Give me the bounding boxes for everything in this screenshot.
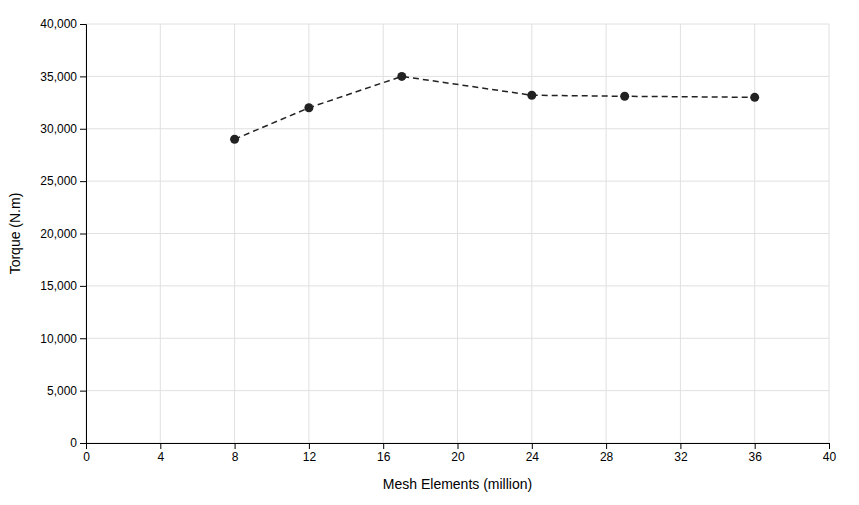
tick-mark bbox=[80, 286, 86, 287]
tick-label: 28 bbox=[600, 450, 614, 464]
tick-mark bbox=[458, 443, 459, 449]
tick-label: 0 bbox=[70, 436, 77, 450]
point bbox=[620, 92, 629, 101]
tick: 12 bbox=[303, 443, 317, 464]
tick-label: 10,000 bbox=[40, 332, 77, 346]
tick: 28 bbox=[600, 443, 614, 464]
tick-label: 30,000 bbox=[40, 122, 77, 136]
tick-label: 40,000 bbox=[40, 17, 77, 31]
tick-mark bbox=[80, 443, 86, 444]
series bbox=[230, 72, 759, 144]
tick: 40 bbox=[823, 443, 837, 464]
tick: 0 bbox=[70, 436, 86, 450]
chart: 0 4 8 12 16 20 24 28 32 36 40 0 5,000 10,000 15,000 20,… bbox=[0, 0, 859, 505]
grid-line bbox=[86, 390, 829, 391]
tick: 36 bbox=[749, 443, 763, 464]
grid-line bbox=[86, 285, 829, 286]
tick: 0 bbox=[83, 443, 90, 464]
grid-line bbox=[86, 76, 829, 77]
grid-line bbox=[86, 181, 829, 182]
tick-mark bbox=[829, 443, 830, 449]
tick: 25,000 bbox=[40, 174, 86, 188]
tick-mark bbox=[309, 443, 310, 449]
plot-area: 0 4 8 12 16 20 24 28 32 36 40 0 5,000 10,000 15,000 20,… bbox=[7, 17, 836, 492]
grid-line bbox=[86, 128, 829, 129]
tick-label: 15,000 bbox=[40, 279, 77, 293]
tick-label: 16 bbox=[377, 450, 391, 464]
tick: 30,000 bbox=[40, 122, 86, 136]
point bbox=[230, 135, 239, 144]
tick-mark bbox=[532, 443, 533, 449]
grid bbox=[86, 24, 829, 443]
tick: 8 bbox=[232, 443, 239, 464]
tick-mark bbox=[80, 129, 86, 130]
tick: 24 bbox=[526, 443, 540, 464]
tick-label: 4 bbox=[157, 450, 164, 464]
tick-label: 5,000 bbox=[47, 384, 77, 398]
tick-label: 12 bbox=[303, 450, 317, 464]
tick-label: 35,000 bbox=[40, 70, 77, 84]
axis-line bbox=[80, 25, 87, 444]
tick: 40,000 bbox=[40, 17, 86, 31]
tick: 35,000 bbox=[40, 70, 86, 84]
tick: 15,000 bbox=[40, 279, 86, 293]
point bbox=[304, 103, 313, 112]
tick-label: 32 bbox=[674, 450, 688, 464]
grid-line bbox=[86, 233, 829, 234]
tick: 20,000 bbox=[40, 227, 86, 241]
x-axis-title: Mesh Elements (million) bbox=[383, 476, 532, 492]
tick-mark bbox=[606, 443, 607, 449]
tick-label: 40 bbox=[823, 450, 837, 464]
tick-mark bbox=[755, 443, 756, 449]
point bbox=[527, 91, 536, 100]
tick: 32 bbox=[674, 443, 688, 464]
tick-mark bbox=[235, 443, 236, 449]
grid-line bbox=[86, 338, 829, 339]
tick-label: 20 bbox=[451, 450, 465, 464]
x-axis: 0 4 8 12 16 20 24 28 32 36 40 bbox=[83, 443, 836, 464]
y-axis-title: Torque (N.m) bbox=[7, 193, 23, 275]
tick-mark bbox=[160, 443, 161, 449]
tick-label: 0 bbox=[83, 450, 90, 464]
point bbox=[397, 72, 406, 81]
tick-mark bbox=[80, 181, 86, 182]
tick-mark bbox=[80, 234, 86, 235]
line bbox=[235, 76, 755, 139]
tick-mark bbox=[80, 24, 86, 25]
tick-label: 36 bbox=[749, 450, 763, 464]
point bbox=[750, 93, 759, 102]
tick-label: 8 bbox=[232, 450, 239, 464]
tick-mark bbox=[680, 443, 681, 449]
tick-label: 24 bbox=[526, 450, 540, 464]
tick: 5,000 bbox=[47, 384, 86, 398]
tick-mark bbox=[80, 338, 86, 339]
tick-label: 25,000 bbox=[40, 174, 77, 188]
tick-mark bbox=[80, 391, 86, 392]
axis-line bbox=[87, 444, 830, 450]
tick: 4 bbox=[157, 443, 164, 464]
y-axis: 0 5,000 10,000 15,000 20,000 25,000 30,000 35,0… bbox=[40, 17, 86, 450]
tick: 16 bbox=[377, 443, 391, 464]
tick: 20 bbox=[451, 443, 465, 464]
grid-line bbox=[86, 24, 829, 25]
tick: 10,000 bbox=[40, 332, 86, 346]
tick-mark bbox=[80, 76, 86, 77]
tick-label: 20,000 bbox=[40, 227, 77, 241]
tick-mark bbox=[383, 443, 384, 449]
